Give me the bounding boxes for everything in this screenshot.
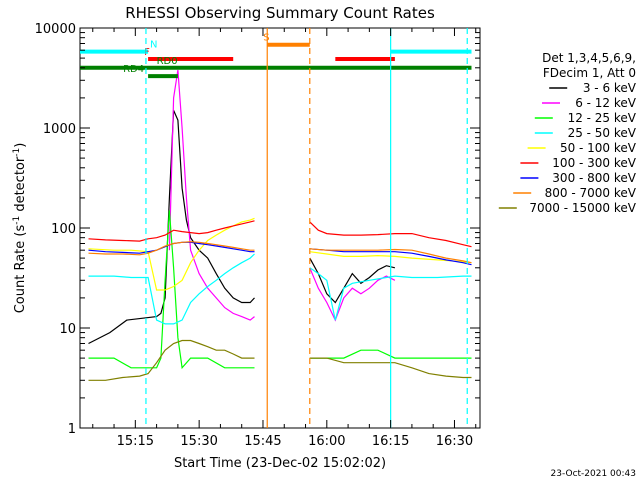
flag-label-rd4: RD4 — [123, 64, 144, 75]
legend-entry-7: 300 - 800 keV — [552, 171, 636, 185]
legend-header-1: Det 1,3,4,5,6,9, — [542, 51, 636, 65]
x-tick-label: 16:15 — [372, 434, 409, 449]
y-label-sup-1: -1 — [12, 216, 22, 225]
y-tick-label: 1000 — [43, 122, 76, 137]
y-tick-label: 1 — [68, 422, 76, 437]
x-tick-label: 15:15 — [117, 434, 154, 449]
legend-entry-2: 6 - 12 keV — [575, 96, 637, 110]
legend-entry-3: 12 - 25 keV — [568, 111, 637, 125]
chart-title: RHESSI Observing Summary Count Rates — [125, 4, 435, 22]
x-tick-label: 15:45 — [244, 434, 281, 449]
series-line-1 — [88, 110, 396, 345]
y-tick-label: 10 — [59, 322, 76, 337]
series-line-9 — [88, 339, 472, 381]
legend-entry-6: 100 - 300 keV — [552, 156, 636, 170]
legend: Det 1,3,4,5,6,9, FDecim 1, Att 0 3 - 6 k… — [498, 51, 637, 215]
axis-ticks: 15:15 15:30 15:45 16:00 16:15 16:30 1 10 100 1000… — [35, 22, 480, 449]
series-line-3 — [88, 210, 472, 370]
x-tick-label: 15:30 — [180, 434, 217, 449]
x-axis-label: Start Time (23-Dec-02 15:02:02) — [174, 456, 386, 471]
flag-bars: NF S RD0 RD4 — [80, 33, 472, 79]
series-line-4 — [88, 253, 472, 325]
y-label-part-1: Count Rate (s — [13, 225, 28, 314]
legend-entry-1: 3 - 6 keV — [583, 81, 637, 95]
legend-entry-8: 800 - 7000 keV — [545, 186, 637, 200]
legend-entry-5: 50 - 100 keV — [560, 141, 637, 155]
y-tick-label: 100 — [51, 222, 76, 237]
vertical-markers — [145, 28, 468, 428]
y-axis-label: Count Rate (s-1 detector-1) — [12, 143, 28, 314]
series-line-6 — [88, 220, 472, 248]
legend-header-2: FDecim 1, Att 0 — [543, 66, 636, 80]
series-group — [88, 69, 472, 381]
flag-label-s: S — [263, 33, 269, 44]
timestamp-annotation: 23-Oct-2021 00:43 — [551, 469, 636, 479]
y-label-part-3: ) — [13, 143, 28, 148]
x-tick-label: 16:00 — [308, 434, 345, 449]
series-line-8 — [88, 241, 472, 264]
x-tick-label: 16:30 — [436, 434, 473, 449]
y-tick-label: 10000 — [35, 22, 76, 37]
y-label-part-2: detector — [13, 156, 28, 216]
flag-label-f: F — [144, 47, 150, 58]
y-label-sup-2: -1 — [12, 148, 22, 157]
legend-entry-4: 25 - 50 keV — [568, 126, 637, 140]
legend-entry-9: 7000 - 15000 keV — [529, 201, 636, 215]
flag-label-rd0: RD0 — [157, 56, 178, 67]
flag-label-n: N — [150, 40, 157, 51]
